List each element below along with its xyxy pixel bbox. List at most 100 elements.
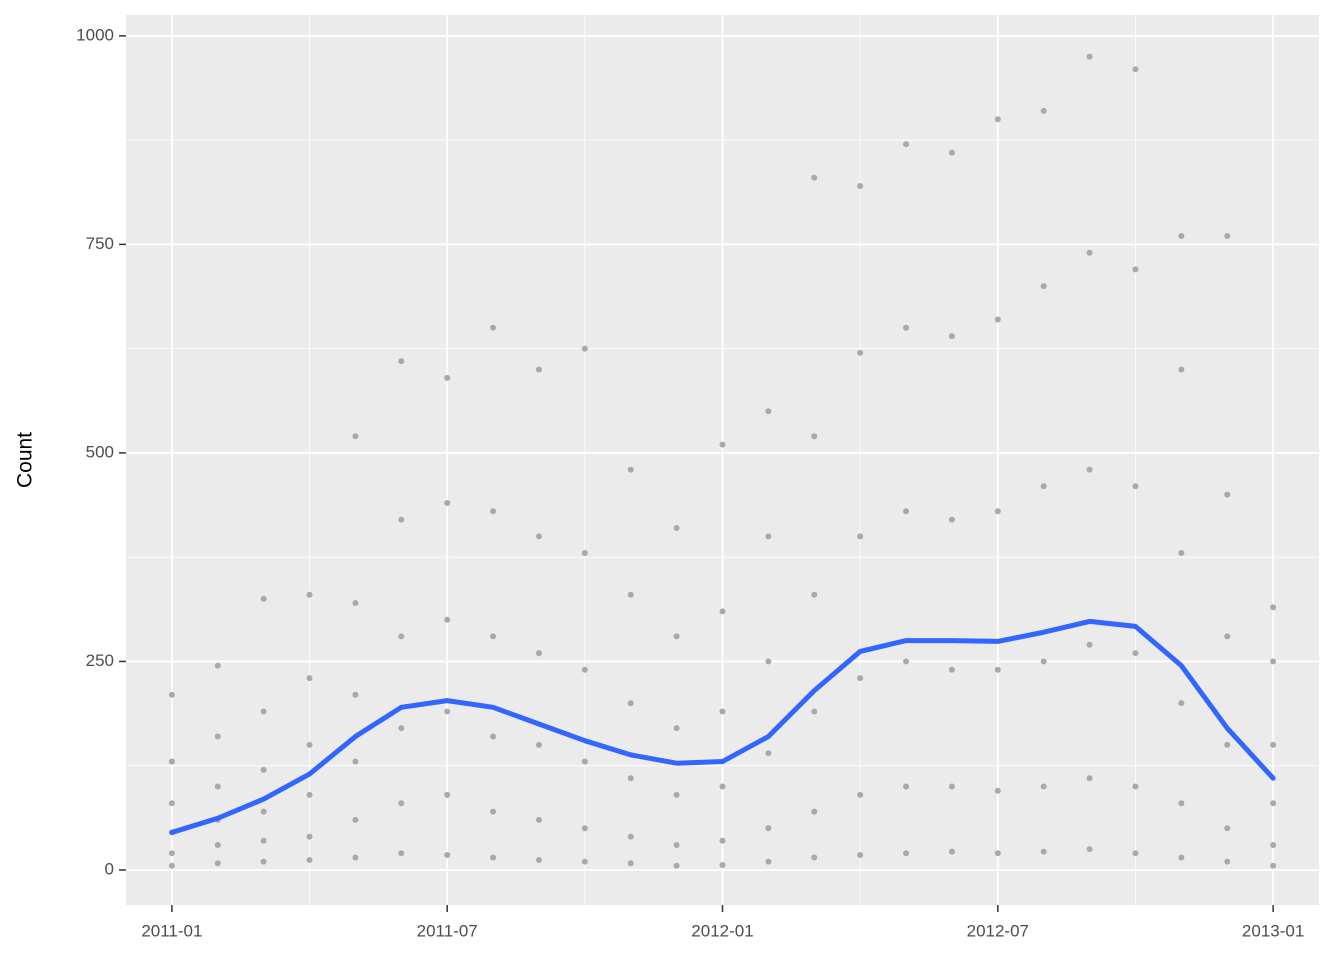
point xyxy=(1270,741,1277,748)
point xyxy=(627,775,634,782)
point xyxy=(903,324,910,331)
point xyxy=(535,366,542,373)
point xyxy=(1086,53,1093,60)
point xyxy=(857,791,864,798)
point xyxy=(857,675,864,682)
point xyxy=(352,854,359,861)
point xyxy=(1178,700,1185,707)
point xyxy=(398,850,405,857)
point xyxy=(765,750,772,757)
point xyxy=(490,854,497,861)
y-tick-label: 250 xyxy=(86,651,114,670)
point xyxy=(765,658,772,665)
point xyxy=(765,825,772,832)
point xyxy=(765,408,772,415)
point xyxy=(719,608,726,615)
y-tick-label: 1000 xyxy=(76,25,114,44)
point xyxy=(444,708,451,715)
point xyxy=(260,766,267,773)
point xyxy=(673,633,680,640)
point xyxy=(1132,850,1139,857)
point xyxy=(994,787,1001,794)
point xyxy=(765,533,772,540)
point xyxy=(444,374,451,381)
point xyxy=(490,508,497,515)
point xyxy=(306,591,313,598)
point xyxy=(168,850,175,857)
point xyxy=(168,691,175,698)
point xyxy=(1086,466,1093,473)
point xyxy=(490,324,497,331)
point xyxy=(444,851,451,858)
y-tick-label: 500 xyxy=(86,442,114,461)
point xyxy=(1040,107,1047,114)
point xyxy=(168,862,175,869)
point xyxy=(352,691,359,698)
point xyxy=(673,725,680,732)
point xyxy=(811,708,818,715)
point xyxy=(627,591,634,598)
point xyxy=(994,850,1001,857)
point xyxy=(1132,783,1139,790)
x-tick-label: 2011-07 xyxy=(417,921,478,940)
point xyxy=(948,848,955,855)
point xyxy=(535,533,542,540)
point xyxy=(627,833,634,840)
point xyxy=(398,725,405,732)
point xyxy=(903,850,910,857)
point xyxy=(811,174,818,181)
point xyxy=(1040,483,1047,490)
point xyxy=(535,650,542,657)
point xyxy=(1270,841,1277,848)
point xyxy=(1132,266,1139,273)
point xyxy=(535,741,542,748)
point xyxy=(1132,66,1139,73)
point xyxy=(260,858,267,865)
point xyxy=(490,633,497,640)
point xyxy=(948,149,955,156)
point xyxy=(1132,650,1139,657)
point xyxy=(627,466,634,473)
point xyxy=(1270,862,1277,869)
point xyxy=(581,758,588,765)
point xyxy=(214,733,221,740)
point xyxy=(903,658,910,665)
point xyxy=(1086,775,1093,782)
point xyxy=(1086,641,1093,648)
point xyxy=(1224,633,1231,640)
point xyxy=(1178,550,1185,557)
x-tick-label: 2013-01 xyxy=(1242,921,1304,940)
point xyxy=(168,800,175,807)
point xyxy=(1178,233,1185,240)
point xyxy=(948,516,955,523)
point xyxy=(857,182,864,189)
point xyxy=(214,783,221,790)
point xyxy=(260,837,267,844)
y-axis-label: Count xyxy=(14,432,37,488)
point xyxy=(260,595,267,602)
point xyxy=(857,851,864,858)
point xyxy=(1224,233,1231,240)
point xyxy=(948,783,955,790)
point xyxy=(765,858,772,865)
point xyxy=(903,141,910,148)
point xyxy=(490,808,497,815)
point xyxy=(903,783,910,790)
point xyxy=(1224,741,1231,748)
point xyxy=(214,860,221,867)
point xyxy=(1224,491,1231,498)
point xyxy=(994,116,1001,123)
point xyxy=(260,808,267,815)
point xyxy=(994,666,1001,673)
point xyxy=(1224,825,1231,832)
point xyxy=(1270,604,1277,611)
point xyxy=(398,633,405,640)
point xyxy=(948,666,955,673)
point xyxy=(1178,800,1185,807)
point xyxy=(352,758,359,765)
point xyxy=(398,516,405,523)
point xyxy=(306,741,313,748)
point xyxy=(948,333,955,340)
